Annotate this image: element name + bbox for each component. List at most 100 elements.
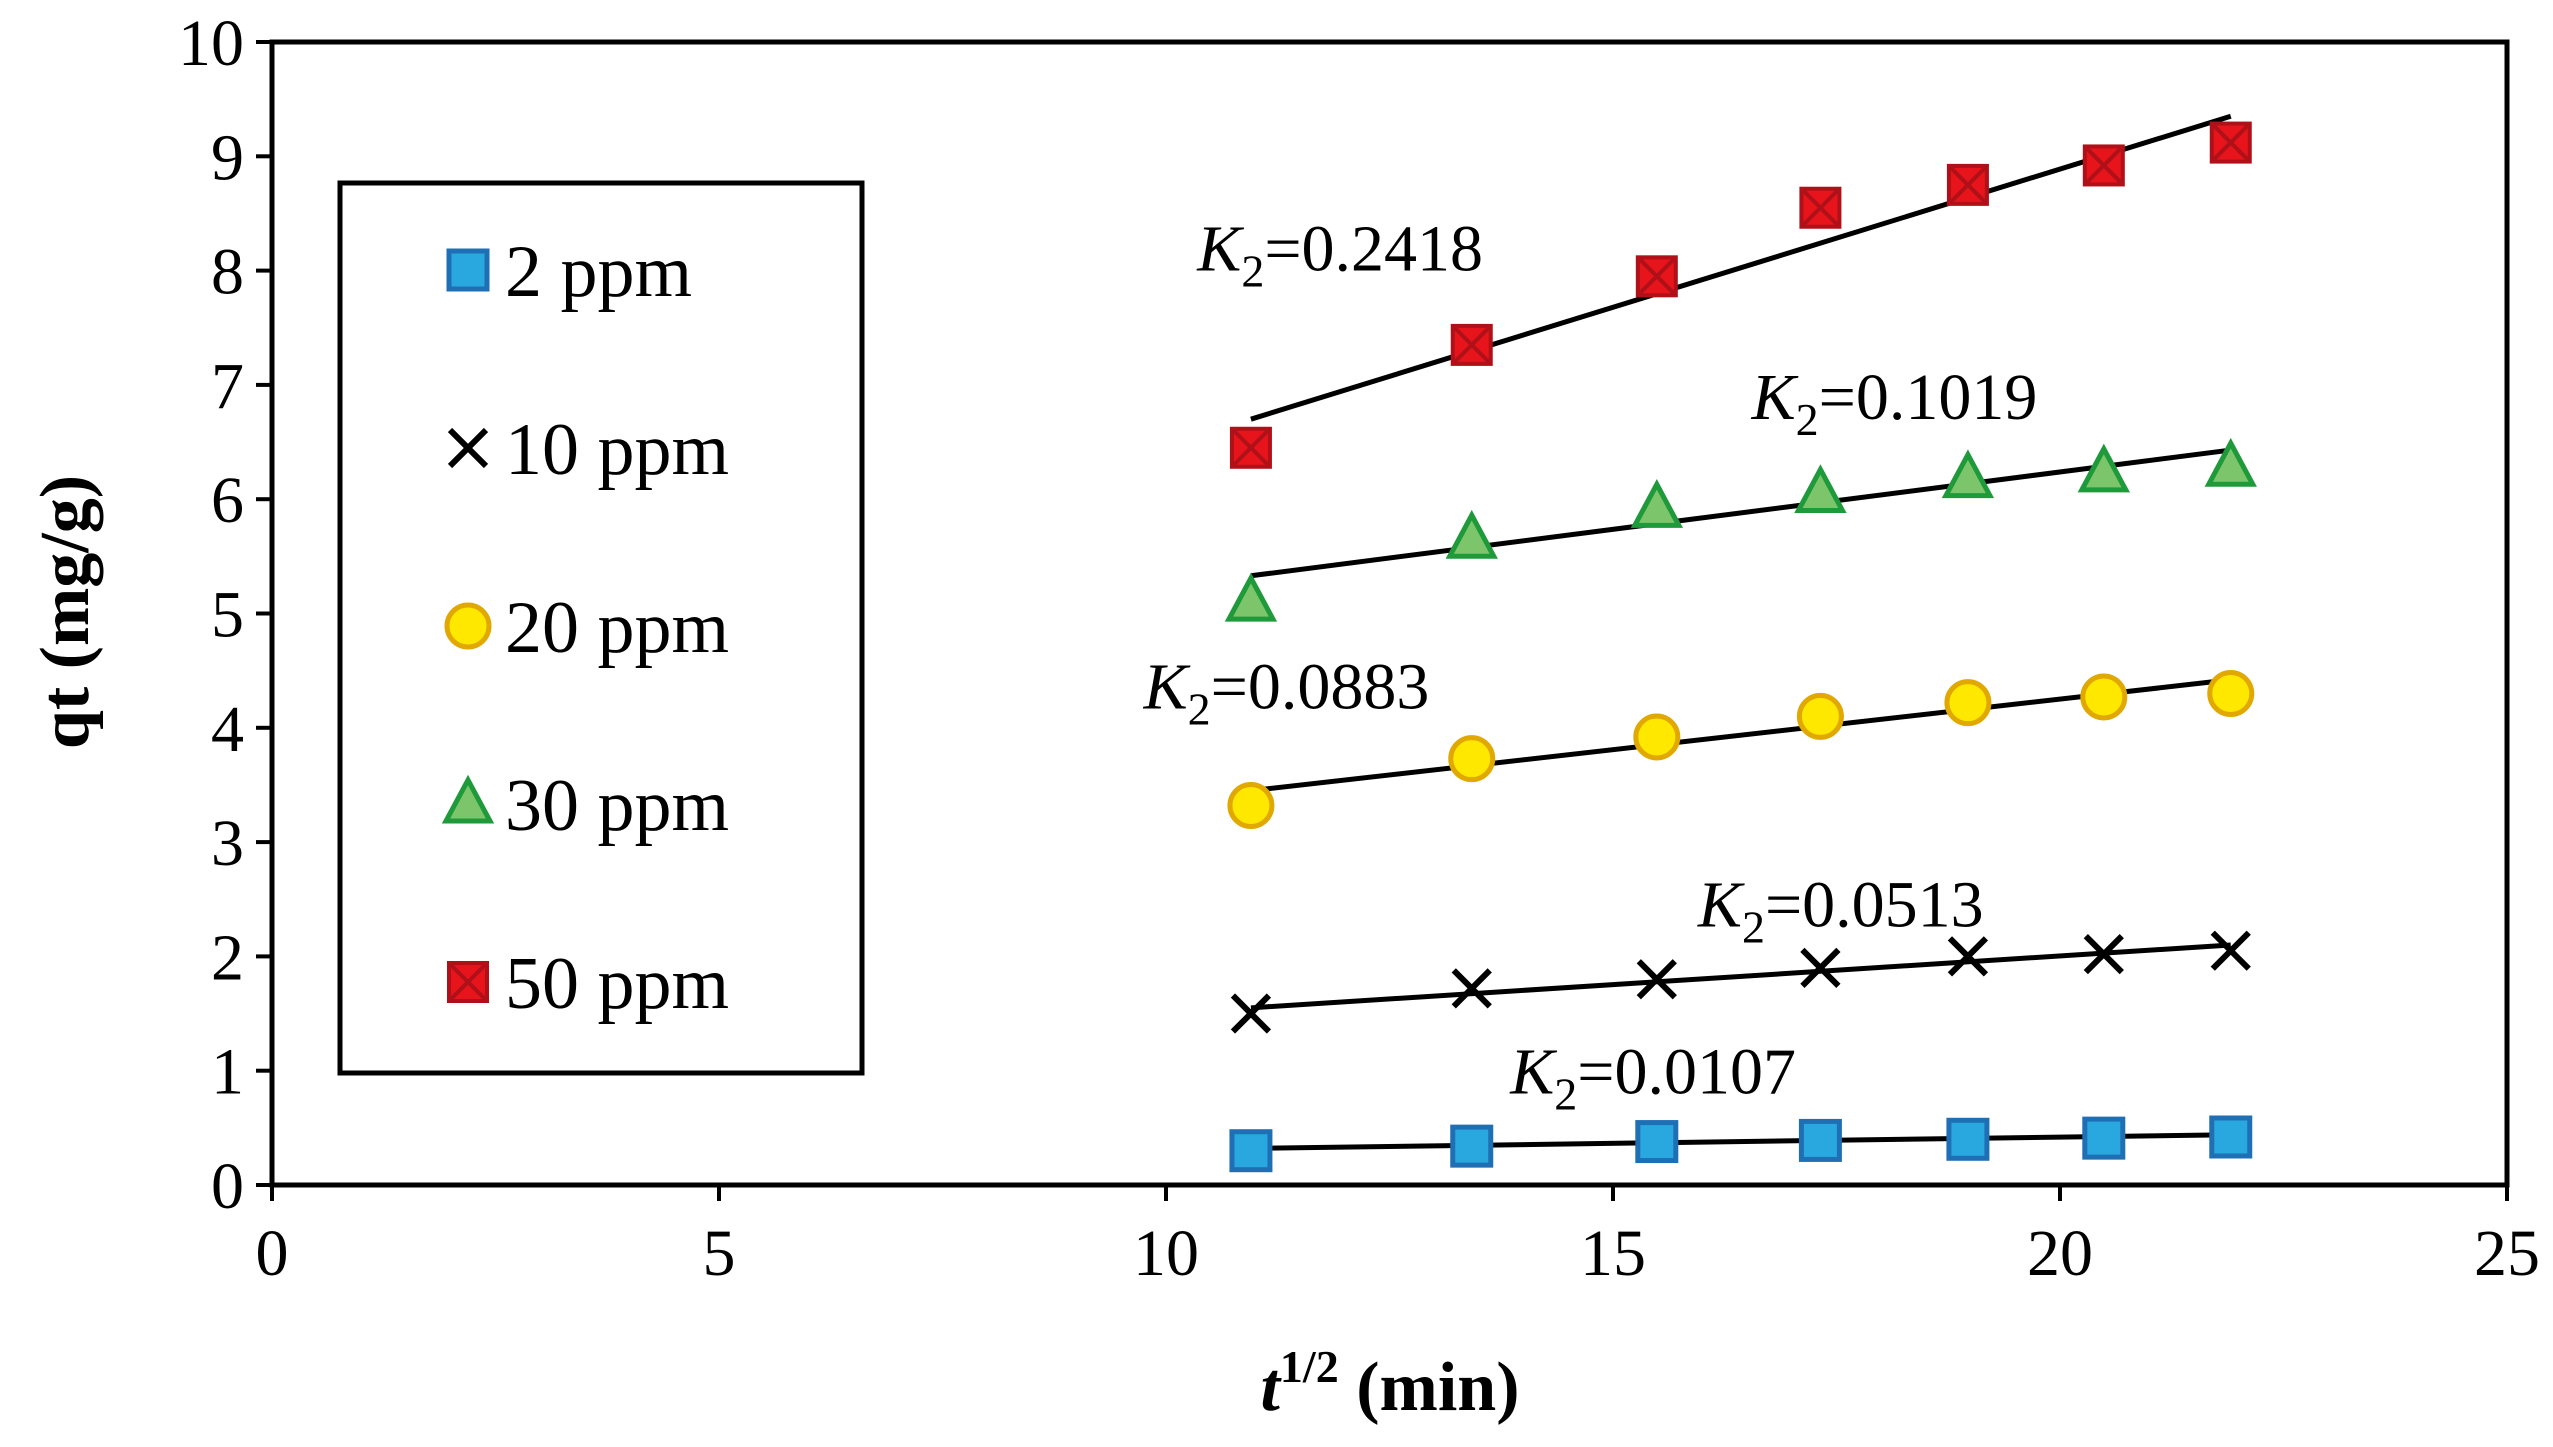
y-tick-label: 1 (211, 1036, 244, 1109)
y-tick-label: 2 (211, 921, 244, 994)
x-axis-title-base: t (1260, 1349, 1282, 1426)
x-axis-title-unit: (min) (1339, 1349, 1520, 1426)
data-points (1224, 121, 2257, 1173)
data-point-s2-4 (1944, 679, 1992, 727)
trend-line-2 (1250, 677, 2232, 794)
x-tick-label: 25 (2474, 1217, 2540, 1290)
y-tick-label: 9 (211, 121, 244, 194)
data-point-s3-5 (2077, 443, 2130, 493)
data-point-s0-3 (1798, 1118, 1842, 1162)
annotation-subscript: 2 (1554, 1069, 1577, 1120)
legend-marker-0 (446, 248, 490, 292)
legend: 2 ppm 10 ppm 20 ppm 30 ppm 50 ppm (337, 180, 865, 1076)
x-tick-label: 5 (703, 1217, 736, 1290)
legend-label-4: 50 ppm (505, 943, 729, 1025)
legend-box (337, 180, 865, 1076)
data-point-s2-5 (2080, 673, 2128, 721)
y-tick-label: 0 (211, 1150, 244, 1223)
data-point-s0-2 (1635, 1120, 1679, 1164)
legend-label-3: 30 ppm (505, 765, 729, 847)
data-point-s2-0 (1227, 782, 1275, 830)
data-point-s0-4 (1946, 1117, 1990, 1161)
annotation-value: =0.2418 (1264, 213, 1483, 286)
data-point-s1-5 (2083, 933, 2124, 975)
annotation-3: K2=0.0513 (1697, 869, 1984, 953)
trend-line-3 (1250, 447, 2232, 579)
data-point-s3-3 (1794, 464, 1847, 513)
legend-marker-2 (444, 602, 492, 650)
trend-line-4 (1250, 113, 2232, 422)
data-point-s4-1 (1450, 323, 1493, 366)
annotation-symbol: K (1143, 650, 1191, 723)
y-tick-label: 7 (211, 350, 244, 423)
annotation-value: =0.0513 (1765, 869, 1984, 942)
annotation-4: K2=0.0107 (1509, 1036, 1796, 1120)
annotation-symbol: K (1751, 361, 1799, 434)
data-point-s3-1 (1445, 509, 1498, 559)
y-axis-ticks: 0 1 2 3 4 5 6 7 8 9 10 (178, 7, 272, 1223)
annotation-subscript: 2 (1241, 246, 1264, 297)
data-point-s1-2 (1636, 959, 1677, 1000)
y-tick-label: 3 (211, 807, 244, 880)
trend-lines (1250, 113, 2232, 1151)
data-point-s1-3 (1800, 947, 1841, 988)
data-point-s4-0 (1229, 426, 1272, 469)
data-point-s0-1 (1450, 1124, 1494, 1168)
data-point-s2-2 (1633, 713, 1681, 761)
data-point-s4-4 (1946, 163, 1989, 206)
data-point-s4-3 (1799, 186, 1842, 229)
x-tick-label: 15 (1580, 1217, 1646, 1290)
data-point-s1-4 (1947, 936, 1989, 977)
annotation-1: K2=0.1019 (1751, 361, 2038, 445)
x-tick-label: 0 (256, 1217, 289, 1290)
data-point-s0-0 (1229, 1129, 1273, 1173)
x-axis-ticks: 0 5 10 15 20 25 (256, 1185, 2540, 1290)
y-tick-label: 10 (178, 7, 244, 80)
data-point-s3-0 (1224, 572, 1278, 622)
legend-label-0: 2 ppm (505, 231, 692, 313)
data-point-s1-6 (2210, 930, 2251, 971)
data-point-s2-6 (2207, 670, 2255, 718)
y-tick-label: 8 (211, 236, 244, 309)
y-tick-label: 6 (211, 464, 244, 537)
y-tick-label: 4 (211, 693, 244, 766)
trend-line-1 (1250, 942, 2231, 1011)
trend-line-0 (1250, 1132, 2231, 1151)
legend-marker-3 (441, 774, 495, 824)
annotation-symbol: K (1697, 869, 1745, 942)
data-point-s3-4 (1941, 449, 1995, 499)
annotation-0: K2=0.2418 (1196, 213, 1483, 297)
annotation-subscript: 2 (1796, 394, 1819, 445)
data-point-s2-1 (1448, 735, 1496, 783)
data-point-s1-1 (1451, 968, 1492, 1009)
annotation-subscript: 2 (1188, 683, 1211, 734)
annotation-2: K2=0.0883 (1143, 650, 1430, 734)
data-point-s2-3 (1796, 692, 1844, 740)
annotation-symbol: K (1196, 213, 1244, 286)
data-point-s4-6 (2209, 121, 2252, 164)
annotation-value: =0.0883 (1211, 650, 1430, 723)
legend-marker-1 (447, 427, 489, 469)
legend-items: 2 ppm 10 ppm 20 ppm 30 ppm 50 ppm (441, 231, 729, 1025)
data-point-s3-2 (1630, 479, 1683, 528)
legend-label-2: 20 ppm (505, 587, 729, 669)
x-axis-title-sup: 1/2 (1280, 1341, 1339, 1392)
y-axis-title: qt (mg/g) (27, 475, 104, 749)
x-tick-label: 20 (2027, 1217, 2093, 1290)
y-tick-label: 5 (211, 579, 244, 652)
annotation-symbol: K (1509, 1036, 1557, 1109)
data-point-s0-6 (2209, 1115, 2253, 1159)
annotation-subscript: 2 (1742, 902, 1765, 953)
rate-constant-annotations: K2=0.2418K2=0.1019K2=0.0883K2=0.0513K2=0… (1143, 213, 2038, 1120)
legend-label-1: 10 ppm (505, 409, 729, 491)
annotation-value: =0.1019 (1819, 361, 2038, 434)
data-point-s4-2 (1635, 255, 1678, 298)
data-point-s0-5 (2082, 1116, 2126, 1160)
x-axis-title: t1/2 (min) (1260, 1341, 1519, 1426)
data-point-s1-0 (1230, 993, 1272, 1034)
x-tick-label: 10 (1133, 1217, 1199, 1290)
data-point-s3-6 (2204, 437, 2257, 487)
annotation-value: =0.0107 (1577, 1036, 1796, 1109)
legend-marker-4 (447, 961, 489, 1003)
